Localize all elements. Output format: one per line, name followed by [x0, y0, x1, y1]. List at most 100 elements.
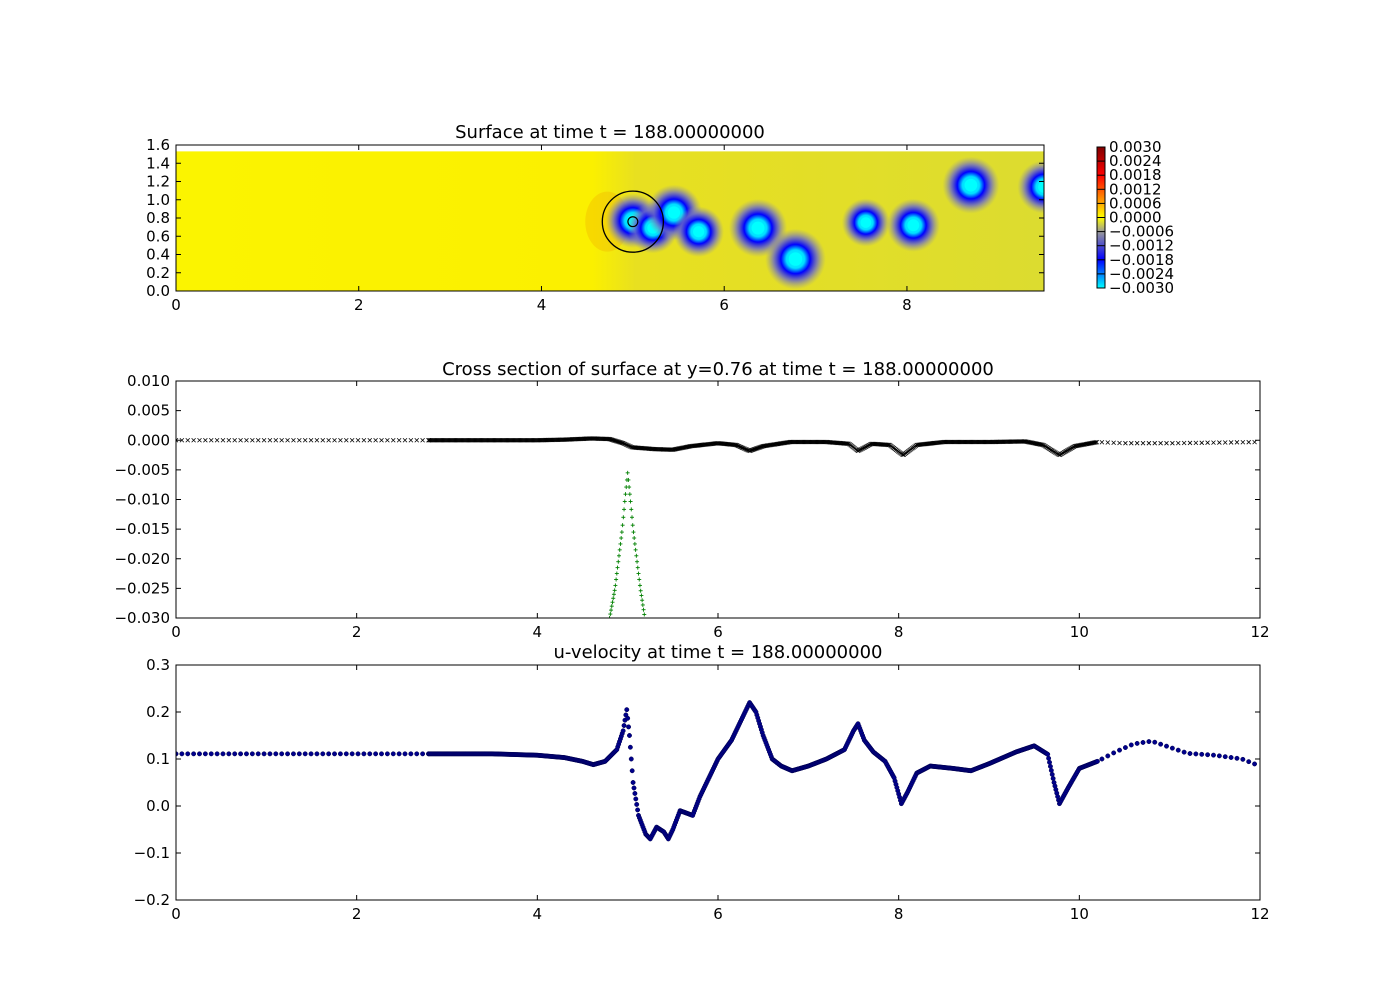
u-velocity-xtick-label: 2: [352, 905, 362, 923]
colorbar-tick-label: 0.0030: [1109, 138, 1162, 156]
cross-plus-marker: [625, 470, 630, 475]
cross-x-marker: [349, 437, 355, 443]
cross-x-stroke: [414, 437, 420, 443]
cross-x-stroke: [1234, 440, 1240, 445]
cross-plus-marker: [633, 547, 638, 552]
cross-x-marker: [408, 437, 414, 443]
cross-x-stroke: [1175, 440, 1181, 446]
cross-plus-marker: [640, 602, 645, 607]
cross-x-marker: [1134, 440, 1140, 446]
colorbar-tick-label: −0.0012: [1109, 237, 1174, 255]
cylinder-circle: [601, 190, 665, 253]
cross-x-stroke: [1152, 440, 1158, 446]
cross-x-stroke: [308, 437, 314, 443]
u-velocity-point: [320, 751, 326, 757]
cross-x-stroke: [232, 437, 237, 443]
cross-plus-marker: [617, 547, 622, 552]
cross-plus-marker: [630, 515, 635, 520]
cross-plus-marker: [621, 515, 626, 520]
cross-x-stroke: [668, 447, 673, 452]
cross-x-stroke: [609, 437, 615, 443]
cross-x-stroke: [1039, 442, 1044, 447]
cross-plus-marker: [636, 571, 641, 576]
cross-x-stroke: [1170, 440, 1175, 446]
cross-x-marker: [255, 437, 261, 443]
u-velocity-point: [238, 751, 244, 757]
cross-x-stroke: [1128, 440, 1134, 446]
cross-x-stroke: [226, 437, 232, 443]
vortex-core: [860, 217, 872, 228]
cross-x-stroke: [261, 437, 267, 443]
u-velocity-ytick-label: 0.2: [146, 703, 170, 721]
cross-x-stroke: [1205, 440, 1210, 445]
cross-x-stroke: [739, 445, 745, 450]
cross-x-stroke: [614, 438, 619, 444]
cross-x-marker: [1211, 440, 1216, 445]
u-velocity-point: [1048, 767, 1054, 773]
u-velocity-ytick-label: 0.3: [146, 656, 170, 674]
cross-x-stroke: [742, 446, 747, 451]
cross-x-stroke: [396, 437, 402, 443]
cross-x-marker: [273, 437, 279, 443]
cross-plus-marker: [628, 499, 633, 504]
cross-x-stroke: [1211, 440, 1216, 445]
cross-x-stroke: [1193, 440, 1199, 446]
vortex-core: [667, 206, 681, 219]
u-velocity-point: [337, 751, 343, 757]
colorbar-tick-label: 0.0012: [1109, 180, 1162, 198]
cross-section-xtick-label: 4: [533, 623, 543, 641]
cross-x-stroke: [1140, 440, 1146, 446]
u-velocity-point: [1169, 745, 1175, 751]
cross-x-marker: [1240, 439, 1246, 445]
u-velocity-point: [635, 807, 641, 813]
cross-section-xtick-label: 6: [713, 623, 723, 641]
u-velocity-point: [361, 751, 367, 757]
cross-x-marker: [846, 441, 851, 447]
cross-section-ytick-label: −0.025: [114, 579, 170, 597]
u-velocity-point: [629, 768, 635, 774]
u-velocity-data: [176, 700, 1258, 842]
cross-x-marker: [414, 437, 420, 443]
u-velocity-point: [620, 728, 626, 734]
cross-x-stroke: [379, 437, 384, 443]
cross-x-stroke: [736, 443, 742, 449]
u-velocity-point: [1140, 740, 1146, 745]
surface-ytick-label: 1.4: [146, 154, 170, 172]
u-velocity-point: [255, 751, 261, 757]
u-velocity-ytick-label: −0.1: [134, 844, 170, 862]
cross-x-marker: [1094, 439, 1099, 445]
u-velocity-point: [1111, 750, 1117, 756]
cross-x-stroke: [1094, 439, 1099, 445]
cross-x-stroke: [1187, 440, 1193, 446]
u-velocity-point: [630, 780, 636, 785]
u-velocity-point: [373, 751, 379, 757]
cross-x-stroke: [607, 436, 613, 442]
cross-x-stroke: [626, 443, 631, 448]
cross-plus-marker: [611, 592, 616, 597]
cross-x-stroke: [355, 437, 361, 443]
cross-x-marker: [279, 437, 284, 443]
cross-x-marker: [1228, 440, 1234, 445]
cross-plus-marker: [615, 565, 620, 570]
vortex-core: [751, 221, 765, 235]
cross-x-marker: [373, 437, 378, 443]
cross-plus-marker: [626, 477, 631, 482]
cross-section-ytick-label: −0.010: [114, 491, 170, 509]
u-velocity-axes: 0 2 4 6 8 10 12 0.3 0.2 0.1 0.0 −0.1 −0.2: [134, 656, 1270, 923]
u-velocity-point: [197, 751, 202, 757]
u-velocity-point: [1134, 740, 1140, 746]
cross-section-data: [176, 436, 1257, 618]
u-velocity-point: [631, 785, 637, 791]
cross-x-marker: [1175, 440, 1181, 446]
cross-x-marker: [1152, 440, 1158, 446]
vortex-core: [964, 178, 978, 192]
cross-x-stroke: [238, 437, 243, 443]
surface-heatmap-panel: 0 2 4 6 8 0.00.20.40.60.81.01.21.41.6 Surface…: [146, 122, 1045, 314]
u-velocity-point: [1216, 753, 1222, 759]
colorbar-tick-label: −0.0018: [1109, 251, 1174, 269]
cross-x-stroke: [610, 437, 616, 443]
u-velocity-point: [1164, 743, 1169, 749]
cross-x-marker: [1170, 440, 1175, 446]
cross-x-stroke: [846, 441, 851, 447]
cross-x-stroke: [734, 443, 740, 448]
